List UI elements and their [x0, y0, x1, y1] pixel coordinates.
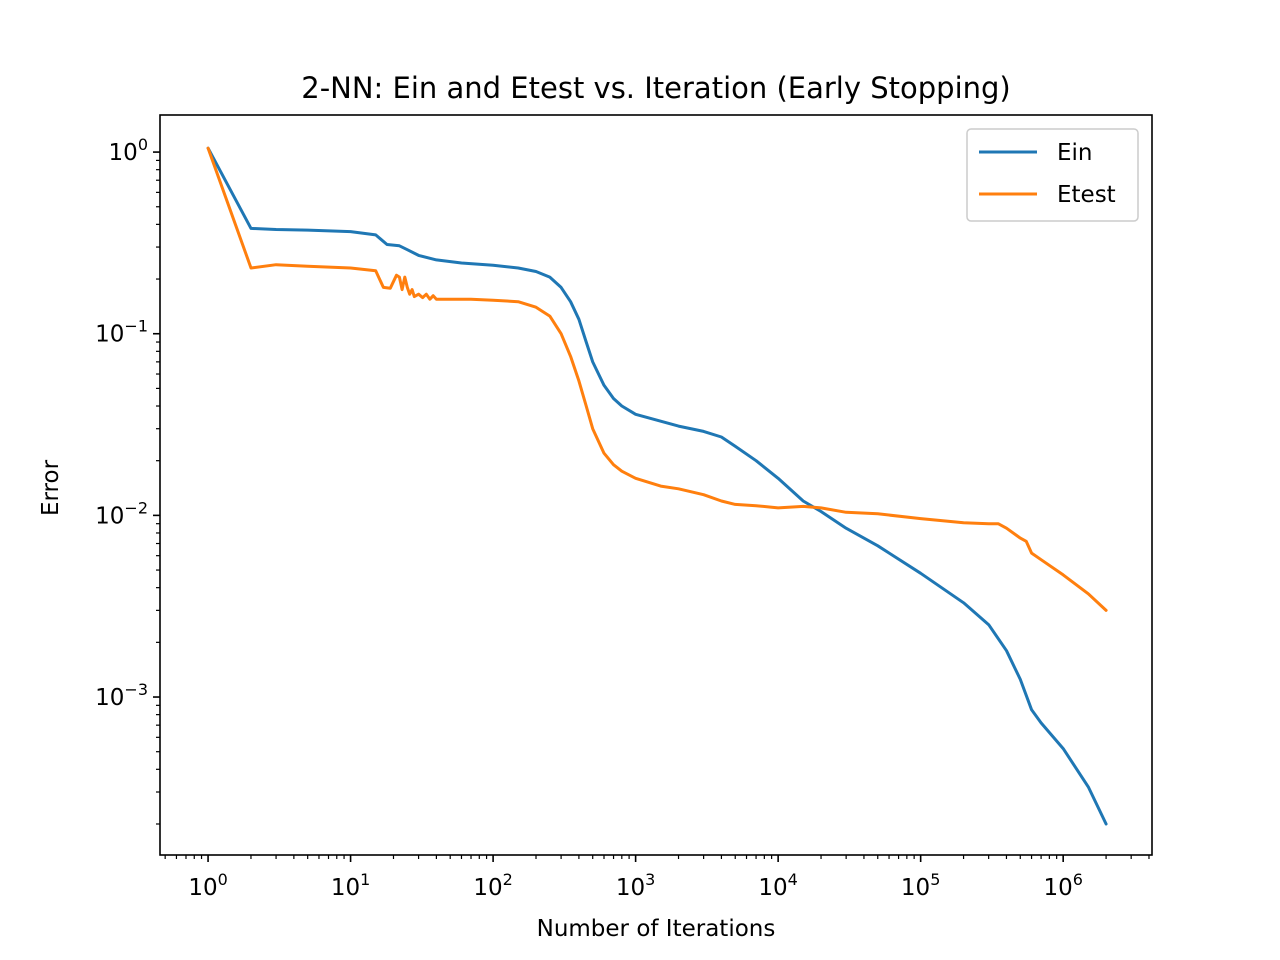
ticks-layer: 100 101 102 103 104 105 106 100 10−1 10−2 10−3	[95, 135, 1150, 901]
x-tick-label: 103	[616, 870, 655, 901]
y-axis-label: Error	[38, 459, 64, 516]
y-tick-label: 10−2	[95, 498, 148, 529]
y-tick-label: 100	[109, 135, 148, 166]
series-line-ein	[206, 146, 1108, 826]
plot-frame	[159, 114, 1153, 856]
x-axis-label: Number of Iterations	[537, 916, 776, 942]
x-tick-label: 104	[758, 870, 797, 901]
x-tick-label: 101	[331, 870, 370, 901]
legend-label-etest: Etest	[1057, 182, 1116, 208]
legend: Ein Etest	[966, 128, 1139, 222]
series-layer	[206, 146, 1108, 826]
series-line-etest	[206, 146, 1108, 612]
y-tick-label: 10−3	[95, 680, 148, 711]
x-tick-label: 100	[188, 870, 227, 901]
y-tick-label: 10−1	[95, 317, 148, 348]
x-tick-label: 102	[473, 870, 512, 901]
chart-title: 2-NN: Ein and Etest vs. Iteration (Early…	[301, 71, 1010, 105]
x-tick-label: 106	[1043, 870, 1082, 901]
legend-label-ein: Ein	[1057, 140, 1093, 166]
x-tick-label: 105	[901, 870, 940, 901]
